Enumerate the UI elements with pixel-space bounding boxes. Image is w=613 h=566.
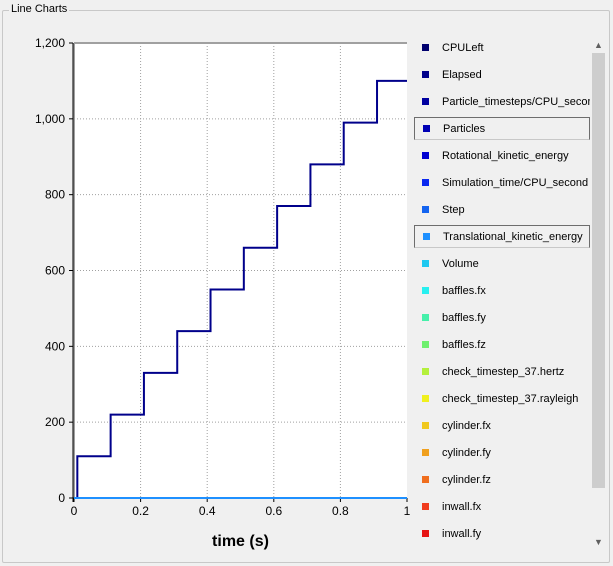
x-tick-label: 0 xyxy=(71,504,78,518)
particles-line xyxy=(74,79,407,499)
legend-label: Elapsed xyxy=(442,68,482,81)
legend-swatch xyxy=(422,449,429,456)
legend-swatch xyxy=(422,503,429,510)
legend-swatch xyxy=(422,530,429,537)
legend-item[interactable]: baffles.fz xyxy=(414,333,590,356)
legend-item[interactable]: check_timestep_37.rayleigh xyxy=(414,387,590,410)
legend-item[interactable]: Volume xyxy=(414,252,590,275)
legend-label: Particle_timesteps/CPU_second xyxy=(442,95,590,108)
x-tick-label: 0.4 xyxy=(199,504,216,518)
y-tick-label: 1,000 xyxy=(35,112,65,126)
legend-swatch xyxy=(422,395,429,402)
legend-swatch xyxy=(422,476,429,483)
legend-item[interactable]: inwall.fy xyxy=(414,522,590,545)
y-tick-label: 600 xyxy=(45,264,65,278)
legend-item[interactable]: Elapsed xyxy=(414,63,590,86)
legend-swatch xyxy=(422,179,429,186)
legend-label: baffles.fx xyxy=(442,284,486,297)
legend-item[interactable]: Rotational_kinetic_energy xyxy=(414,144,590,167)
x-tick-label: 0.6 xyxy=(265,504,282,518)
legend-swatch xyxy=(422,44,429,51)
legend-item[interactable]: Simulation_time/CPU_second xyxy=(414,171,590,194)
legend-swatch xyxy=(422,314,429,321)
scrollbar-thumb[interactable] xyxy=(592,53,605,488)
group-title: Line Charts xyxy=(9,3,70,15)
chevron-down-icon[interactable]: ▼ xyxy=(594,536,603,547)
legend-item[interactable]: cylinder.fz xyxy=(414,468,590,491)
plot-area xyxy=(74,43,407,498)
line-chart[interactable]: 0 200 400 600 800 1,000 1,200 0 0.2 0.4 0.6 0.8 1 tim… xyxy=(0,0,413,566)
x-tick-label: 0.2 xyxy=(132,504,149,518)
legend-swatch xyxy=(422,287,429,294)
legend-item[interactable]: Particles xyxy=(414,117,590,140)
legend-swatch xyxy=(422,260,429,267)
legend-item[interactable]: CPULeft xyxy=(414,36,590,59)
legend-label: check_timestep_37.rayleigh xyxy=(442,392,579,405)
legend-item[interactable]: Translational_kinetic_energy xyxy=(414,225,590,248)
legend-swatch xyxy=(423,125,430,132)
legend-label: cylinder.fx xyxy=(442,419,491,432)
legend-swatch xyxy=(422,71,429,78)
legend-item[interactable]: cylinder.fx xyxy=(414,414,590,437)
legend-label: baffles.fy xyxy=(442,311,486,324)
legend-label: CPULeft xyxy=(442,41,484,54)
legend-swatch xyxy=(422,206,429,213)
legend-label: Step xyxy=(442,203,465,216)
y-tick-label: 400 xyxy=(45,339,65,353)
legend-item[interactable]: Particle_timesteps/CPU_second xyxy=(414,90,590,113)
legend-swatch xyxy=(422,152,429,159)
x-tick-label: 1 xyxy=(404,504,411,518)
legend-label: Simulation_time/CPU_second xyxy=(442,176,589,189)
legend-item[interactable]: inwall.fx xyxy=(414,495,590,518)
y-tick-label: 0 xyxy=(58,491,65,505)
chart-legend: CPULeft Elapsed Particle_timesteps/CPU_sec… xyxy=(414,36,590,550)
legend-swatch xyxy=(422,422,429,429)
legend-label: cylinder.fy xyxy=(442,446,491,459)
chevron-up-icon[interactable]: ▲ xyxy=(594,39,603,50)
x-tick-label: 0.8 xyxy=(332,504,349,518)
x-axis-label: time (s) xyxy=(212,533,269,550)
legend-label: inwall.fy xyxy=(442,527,482,540)
legend-swatch xyxy=(423,233,430,240)
legend-scrollbar[interactable]: ▲ ▼ xyxy=(590,36,607,550)
line-charts-group xyxy=(2,10,610,563)
legend-label: Particles xyxy=(443,122,486,135)
legend-label: Rotational_kinetic_energy xyxy=(442,149,569,162)
legend-label: inwall.fx xyxy=(442,500,482,513)
legend-label: baffles.fz xyxy=(442,338,486,351)
legend-label: Volume xyxy=(442,257,479,270)
y-tick-label: 1,200 xyxy=(35,36,65,50)
y-tick-label: 800 xyxy=(45,188,65,202)
y-tick-label: 200 xyxy=(45,415,65,429)
legend-item[interactable]: cylinder.fy xyxy=(414,441,590,464)
legend-swatch xyxy=(422,368,429,375)
legend-item[interactable]: Step xyxy=(414,198,590,221)
legend-item[interactable]: check_timestep_37.hertz xyxy=(414,360,590,383)
legend-label: check_timestep_37.hertz xyxy=(442,365,565,378)
legend-label: Translational_kinetic_energy xyxy=(443,230,583,243)
legend-item[interactable]: baffles.fx xyxy=(414,279,590,302)
legend-swatch xyxy=(422,341,429,348)
legend-swatch xyxy=(422,98,429,105)
legend-label: cylinder.fz xyxy=(442,473,491,486)
legend-item[interactable]: baffles.fy xyxy=(414,306,590,329)
